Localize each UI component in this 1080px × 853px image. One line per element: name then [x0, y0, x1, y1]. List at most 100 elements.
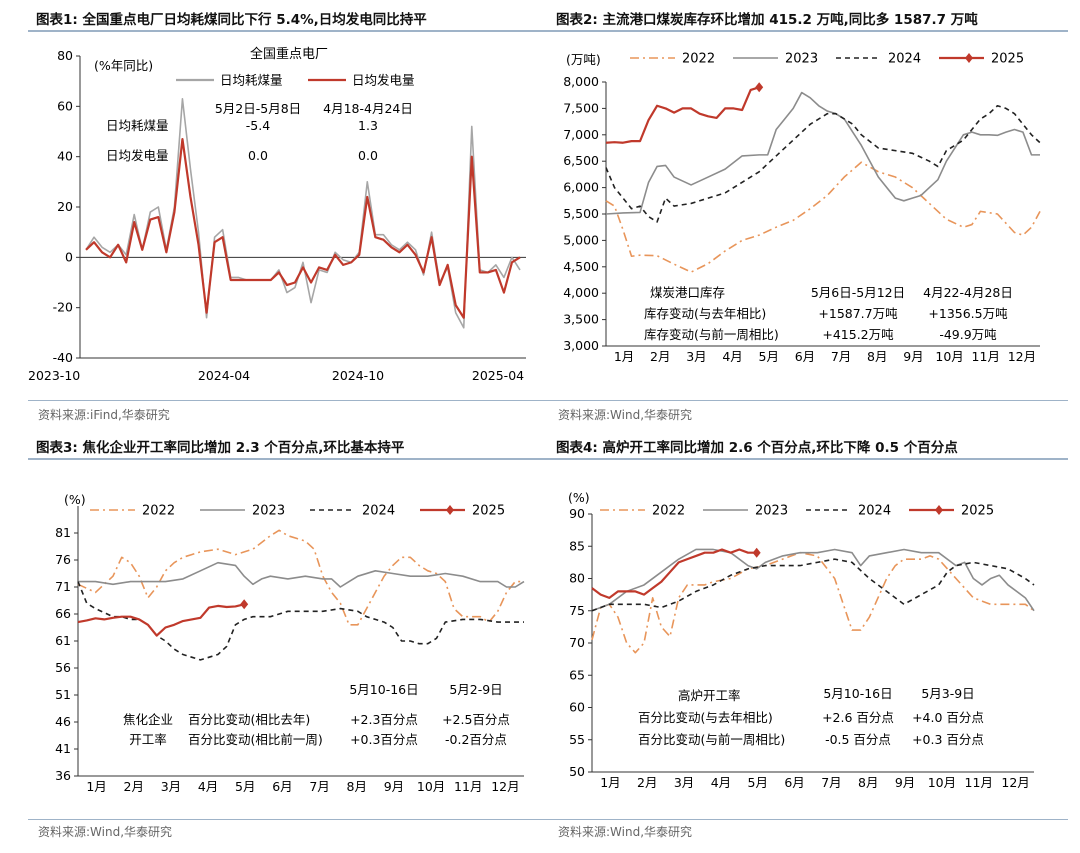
- table-row-label: 百分比变动(相比前一周): [188, 732, 323, 747]
- x-tick-label: 2月: [124, 779, 144, 794]
- source-rule: [28, 400, 548, 402]
- source-rule: [548, 400, 1068, 402]
- y-tick-label: 65: [569, 667, 585, 682]
- y-tick-label: 56: [55, 660, 71, 675]
- y-tick-label: 76: [55, 552, 71, 567]
- x-tick-label: 6月: [795, 349, 815, 364]
- legend-label: 2024: [362, 504, 395, 519]
- x-tick-label: 11月: [972, 349, 1000, 364]
- legend-label: 2025: [472, 504, 505, 519]
- x-tick-label: 10月: [935, 349, 963, 364]
- y-tick-label: 7,500: [563, 100, 599, 115]
- y-tick-label: 6,500: [563, 153, 599, 168]
- x-tick-label: 8月: [858, 775, 878, 790]
- chart-source: 资料来源:Wind,华泰研究: [558, 825, 693, 839]
- legend-marker: [965, 53, 973, 63]
- y-tick-label: 90: [569, 506, 585, 521]
- source-rule: [28, 819, 548, 821]
- legend-label: 日均发电量: [352, 73, 415, 88]
- table-col-header: 5月10-16日: [349, 682, 418, 697]
- x-tick-label: 11月: [454, 779, 482, 794]
- legend-label: 2024: [858, 504, 891, 519]
- legend-label: 2025: [991, 52, 1024, 67]
- legend-marker: [446, 505, 454, 515]
- series-line-2025: [77, 603, 245, 637]
- table-cell: -5.4: [246, 118, 270, 133]
- chart-panel-4: 图表4: 高炉开工率同比增加 2.6 个百分点,环比下降 0.5 个百分点 50…: [548, 428, 1068, 839]
- x-tick-label: 2023-10: [28, 368, 80, 383]
- y-tick-label: 60: [57, 98, 73, 113]
- legend-label: 2022: [652, 504, 685, 519]
- x-tick-label: 2025-04: [472, 368, 524, 383]
- chart-title: 图表3: 焦化企业开工率同比增加 2.3 个百分点,环比基本持平: [36, 440, 405, 456]
- table-cell: 1.3: [358, 118, 378, 133]
- series-line-2024: [591, 558, 1035, 612]
- legend-label: 日均耗煤量: [220, 73, 283, 88]
- x-tick-label: 4月: [711, 775, 731, 790]
- series-line-2023: [605, 91, 1040, 215]
- y-tick-label: 60: [569, 700, 585, 715]
- y-tick-label: -20: [53, 300, 73, 315]
- x-tick-label: 5月: [759, 349, 779, 364]
- table-row-label: 库存变动(与前一周相比): [644, 327, 779, 342]
- x-tick-label: 7月: [309, 779, 329, 794]
- series-line-2024: [77, 581, 524, 661]
- y-tick-label: 80: [57, 48, 73, 63]
- table-cell: +2.5百分点: [442, 712, 510, 727]
- table-row-label: 百分比变动(与前一周相比): [638, 732, 785, 747]
- x-tick-label: 11月: [965, 775, 993, 790]
- x-tick-label: 6月: [784, 775, 804, 790]
- x-tick-label: 10月: [417, 779, 445, 794]
- x-tick-label: 9月: [903, 349, 923, 364]
- y-tick-label: 5,500: [563, 206, 599, 221]
- table-cell: 0.0: [358, 148, 378, 163]
- table-row-label: 百分比变动(与去年相比): [638, 710, 773, 725]
- x-tick-label: 12月: [1008, 349, 1036, 364]
- y-tick-label: 70: [569, 635, 585, 650]
- table-cell: -49.9万吨: [939, 327, 997, 342]
- table-cell: +2.6 百分点: [822, 710, 894, 725]
- y-tick-label: 36: [55, 768, 71, 783]
- chart-source: 资料来源:Wind,华泰研究: [558, 408, 693, 422]
- title-rule: [548, 30, 1068, 32]
- table-cell: +1356.5万吨: [928, 306, 1008, 321]
- chart-title: 图表1: 全国重点电厂日均耗煤同比下行 5.4%,日均发电同比持平: [36, 12, 427, 28]
- x-tick-label: 8月: [347, 779, 367, 794]
- table-col-header: 5月2日-5月8日: [215, 101, 301, 116]
- chart-panel-1: 图表1: 全国重点电厂日均耗煤同比下行 5.4%,日均发电同比持平 -40 -20…: [28, 0, 548, 422]
- series-line-2023: [591, 548, 1035, 612]
- table-row-label: 百分比变动(相比去年): [188, 712, 310, 727]
- series-line-日均耗煤量: [85, 97, 521, 329]
- x-tick-label: 3月: [686, 349, 706, 364]
- series-end-marker: [240, 599, 249, 610]
- x-tick-label: 1月: [614, 349, 634, 364]
- legend-label: 2023: [755, 504, 788, 519]
- y-tick-label: 85: [569, 538, 585, 553]
- series-end-marker: [752, 547, 761, 558]
- x-tick-label: 6月: [272, 779, 292, 794]
- x-tick-label: 7月: [821, 775, 841, 790]
- chart-source: 资料来源:Wind,华泰研究: [38, 825, 173, 839]
- y-tick-label: 75: [569, 603, 585, 618]
- x-tick-label: 12月: [1001, 775, 1029, 790]
- x-tick-label: 5月: [748, 775, 768, 790]
- y-unit-label: (%): [64, 492, 86, 507]
- y-tick-label: 81: [55, 525, 71, 540]
- table-col-header: 4月18-4月24日: [323, 101, 413, 116]
- y-tick-label: 46: [55, 714, 71, 729]
- x-tick-label: 7月: [831, 349, 851, 364]
- series-line-2023: [78, 561, 525, 588]
- y-tick-label: 55: [569, 732, 585, 747]
- y-unit-label: (%): [568, 490, 590, 505]
- legend-marker: [935, 505, 943, 515]
- y-tick-label: 5,000: [563, 232, 599, 247]
- legend-label: 2022: [682, 52, 715, 67]
- y-tick-label: 8,000: [563, 74, 599, 89]
- x-tick-label: 4月: [722, 349, 742, 364]
- series-line-2025: [605, 86, 760, 144]
- table-row-label: 库存变动(与去年相比): [644, 306, 766, 321]
- chart-source: 资料来源:iFind,华泰研究: [38, 408, 170, 422]
- inner-title: 全国重点电厂: [250, 46, 328, 62]
- legend-label: 2022: [142, 504, 175, 519]
- chart-3-svg: 36 41 46 51 56 61 66 71 76 81 (%) 2022 2023 2024 2025 1…: [55, 492, 525, 794]
